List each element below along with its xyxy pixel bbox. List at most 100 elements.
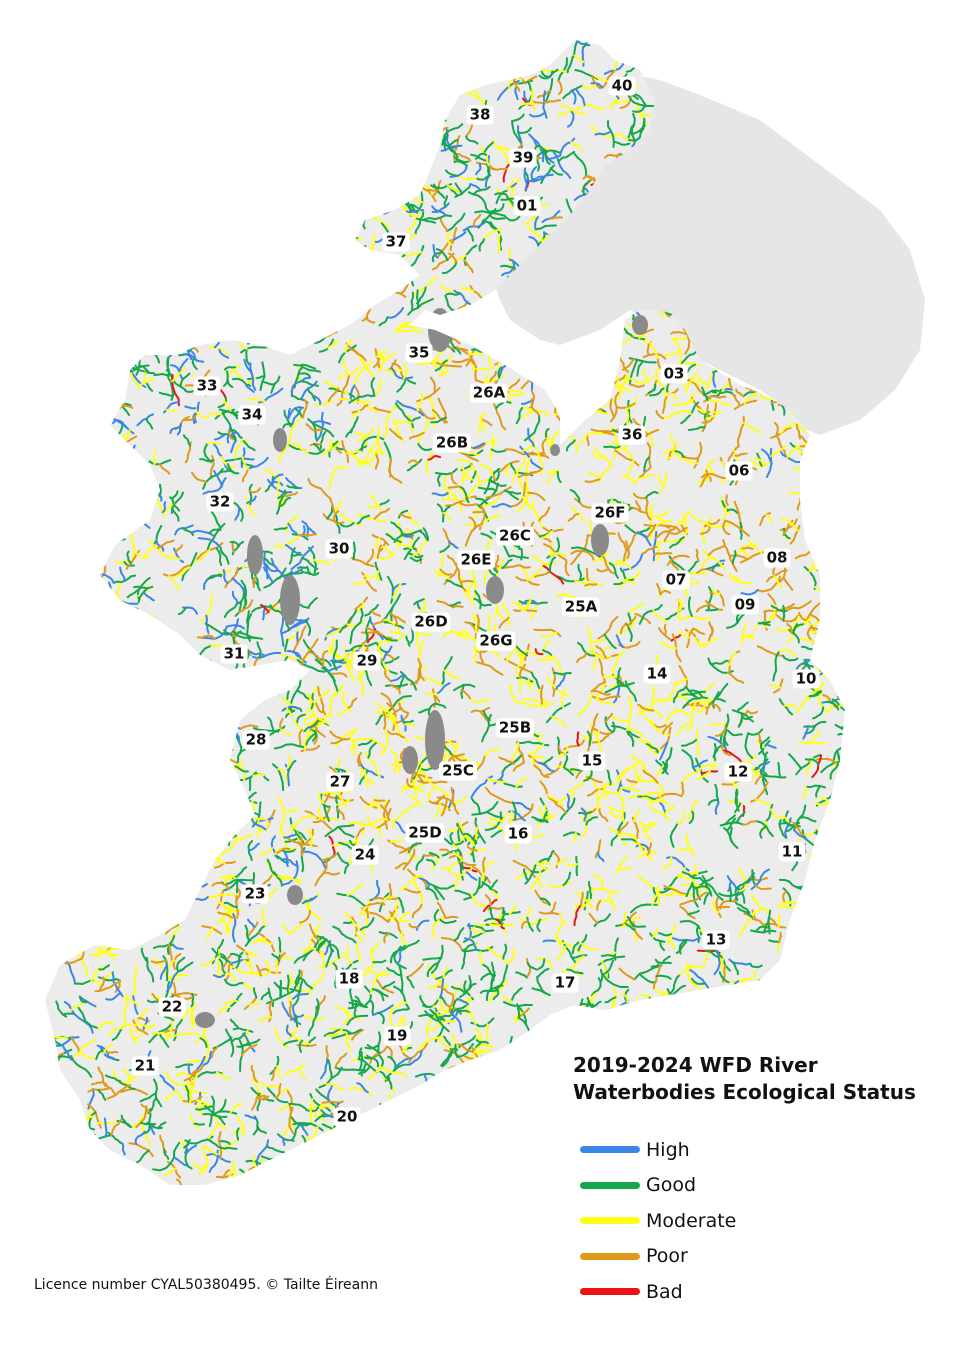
river-segment	[146, 192, 174, 197]
river-segment	[119, 813, 134, 827]
river-segment	[337, 365, 360, 381]
river-segment	[164, 752, 176, 767]
river-segment	[817, 889, 834, 903]
river-segment	[585, 816, 598, 826]
river-segment	[345, 254, 368, 262]
river-segment	[80, 579, 90, 594]
river-segment	[474, 497, 489, 506]
river-segment	[502, 163, 510, 183]
river-segment	[828, 59, 845, 68]
river-segment	[282, 808, 299, 813]
river-segment	[244, 97, 265, 123]
river-segment	[371, 258, 387, 267]
river-segment	[109, 776, 139, 783]
river-segment	[399, 848, 412, 855]
river-segment	[77, 27, 93, 36]
river-segment	[398, 702, 409, 714]
river-segment	[222, 260, 237, 269]
river-segment	[391, 582, 402, 599]
river-segment	[435, 682, 451, 695]
river-segment	[81, 687, 98, 700]
river-segment	[49, 495, 55, 513]
river-segment	[574, 580, 591, 590]
river-segment	[164, 127, 182, 138]
river-segment	[345, 428, 354, 438]
river-segment	[767, 98, 775, 122]
river-segment	[218, 162, 232, 176]
river-segment	[368, 107, 383, 125]
river-segment	[555, 347, 570, 355]
river-segment	[472, 186, 491, 196]
river-segment	[119, 566, 126, 582]
river-segment	[788, 129, 806, 134]
river-segment	[830, 455, 835, 475]
river-segment	[439, 545, 451, 553]
river-segment	[813, 43, 827, 66]
river-segment	[598, 374, 605, 388]
river-segment	[543, 149, 551, 165]
river-segment	[837, 1023, 845, 1027]
river-segment	[448, 826, 460, 833]
river-segment	[195, 786, 214, 802]
river-segment	[844, 576, 845, 585]
river-segment	[52, 63, 61, 92]
river-segment	[839, 843, 845, 854]
river-segment	[451, 605, 464, 609]
river-segment	[349, 348, 364, 359]
river-segment	[74, 236, 84, 256]
river-segment	[185, 208, 202, 214]
river-segment	[171, 490, 179, 501]
river-segment	[534, 224, 557, 231]
river-segment	[765, 1030, 778, 1046]
river-segment	[151, 1031, 171, 1039]
river-segment	[727, 40, 745, 49]
river-segment	[150, 666, 170, 691]
river-segment	[338, 162, 367, 170]
river-segment	[526, 961, 538, 971]
river-segment	[485, 1023, 490, 1041]
river-segment	[87, 597, 99, 612]
river-segment	[751, 869, 757, 887]
river-segment	[536, 918, 542, 933]
river-segment	[56, 192, 76, 201]
river-segment	[216, 40, 223, 54]
river-segment	[122, 680, 132, 695]
river-segment	[84, 433, 101, 445]
river-segment	[62, 854, 76, 874]
river-segment	[45, 526, 48, 549]
river-segment	[193, 696, 206, 715]
river-segment	[120, 452, 141, 463]
river-segment	[336, 706, 350, 717]
river-segment	[858, 26, 859, 36]
river-segment	[818, 582, 830, 610]
river-segment	[448, 540, 459, 549]
river-segment	[501, 754, 522, 774]
river-segment	[549, 68, 559, 78]
river-segment	[599, 363, 613, 390]
river-segment	[760, 736, 770, 745]
river-segment	[248, 1002, 261, 1006]
river-segment	[537, 858, 551, 865]
river-segment	[571, 89, 577, 105]
river-segment	[831, 629, 845, 634]
river-segment	[238, 237, 253, 252]
river-segment	[773, 422, 779, 437]
river-segment	[61, 867, 73, 878]
river-segment	[642, 45, 656, 59]
river-segment	[611, 651, 626, 676]
river-segment	[115, 519, 133, 524]
river-segment	[431, 492, 449, 497]
river-segment	[389, 428, 403, 440]
river-segment	[734, 810, 746, 824]
river-segment	[611, 331, 623, 339]
river-segment	[402, 719, 414, 724]
river-segment	[417, 65, 431, 72]
river-segment	[191, 1010, 199, 1027]
river-segment	[227, 40, 232, 48]
river-segment	[469, 183, 482, 192]
river-segment	[188, 121, 197, 140]
river-segment	[204, 322, 234, 330]
river-segment	[758, 979, 775, 985]
river-segment	[505, 336, 520, 340]
river-segment	[224, 49, 244, 58]
